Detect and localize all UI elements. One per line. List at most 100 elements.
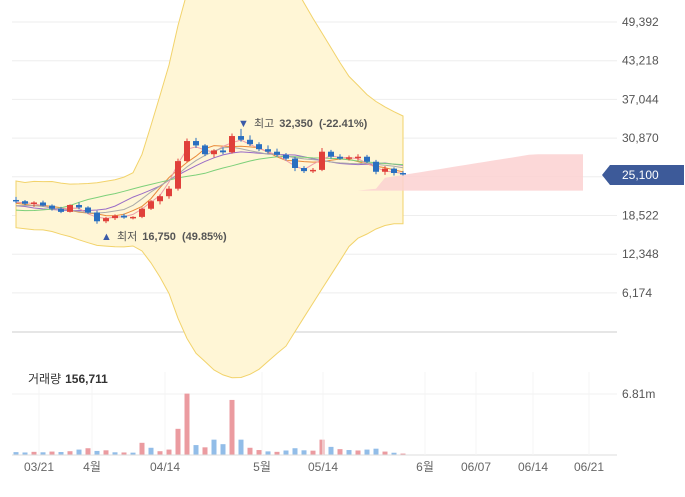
candle-body [31,202,37,204]
current-price-badge: 25,100 [602,165,684,185]
volume-bar [364,449,370,455]
volume-bar [202,447,208,455]
candle-body [211,150,217,155]
candle-body [22,201,28,204]
candle-body [337,156,343,159]
candle-body [13,199,19,202]
candle-body [184,141,190,162]
volume-bar [13,452,19,455]
volume-bar [238,439,244,455]
candle-body [355,156,361,159]
candle-body [58,208,64,212]
volume-bar [310,450,316,455]
price-tick-label: 12,348 [622,247,659,261]
high-annotation: ▼ 최고 32,350 (-22.41%) [238,117,368,130]
date-tick-label: 5월 [253,460,271,474]
candle-body [319,151,325,170]
volume-bar [391,452,397,455]
volume-bar [166,449,172,455]
candle-body [220,150,226,153]
date-tick-label: 03/21 [24,460,54,474]
volume-bar [148,447,154,455]
volume-bar [301,450,307,455]
volume-bar [193,445,199,455]
candle-body [76,204,82,208]
candle-body [238,136,244,140]
chart-overlays [15,0,583,379]
price-axis: 49,39243,21837,04430,87024,69618,52212,3… [622,15,659,300]
volume-bar [22,452,28,455]
volume-bar [373,448,379,455]
volume-bars: 6.81m [12,387,655,456]
volume-bar [175,428,181,455]
candle-body [346,157,352,159]
volume-bar [58,452,64,455]
volume-bar [274,451,280,455]
candle-body [139,208,145,217]
volume-bar [85,448,91,455]
date-tick-label: 4월 [83,460,101,474]
volume-bar [247,447,253,455]
moving-average-line [15,145,404,217]
date-tick-label: 06/07 [461,460,491,474]
candle-body [373,161,379,172]
low-annotation: ▲ 최저 16,750 (49.85%) [101,230,227,243]
candle-body [103,218,109,222]
candle-body [202,145,208,155]
volume-bar [49,451,55,455]
volume-bar [40,452,46,455]
candle-body [328,151,334,157]
candle-body [247,139,253,145]
volume-bar [256,450,262,455]
candle-body [274,151,280,155]
volume-bar [346,450,352,455]
volume-bar [103,450,109,455]
candle-body [175,161,181,189]
candle-body [40,202,46,206]
volume-title: 거래량 156,711 [28,372,108,386]
candle-body [391,168,397,174]
price-tick-label: 18,522 [622,209,659,223]
volume-tick-label: 6.81m [622,387,655,401]
bollinger-band [15,0,404,379]
volume-bar [184,393,190,455]
date-axis: 03/21 4월 04/14 5월 05/14 6월 06/07 06/14 06/21 [24,372,604,474]
candle-body [85,207,91,213]
volume-bar [328,446,334,455]
date-tick-label: 06/14 [518,460,548,474]
volume-bar [229,399,235,455]
price-tick-label: 49,392 [622,15,659,29]
volume-bar [121,452,127,455]
candle-body [256,144,262,150]
volume-bar [211,439,217,455]
volume-bar [292,448,298,455]
candle-body [166,188,172,197]
ichimoku-cloud [16,154,583,191]
volume-bar [139,442,145,455]
volume-bar [157,451,163,455]
volume-bar [220,444,226,455]
volume-bar [319,439,325,455]
volume-bar [31,451,37,455]
candle-body [49,205,55,209]
volume-bar [382,451,388,455]
date-tick-label: 06/21 [574,460,604,474]
candle-body [310,169,316,172]
volume-bar [355,450,361,455]
date-tick-label: 04/14 [150,460,180,474]
candlestick-series [13,128,406,224]
date-tick-label: 6월 [416,460,434,474]
candle-body [148,201,154,209]
date-tick-label: 05/14 [308,460,338,474]
price-tick-label: 43,218 [622,54,659,68]
volume-bar [112,452,118,455]
candle-body [265,149,271,152]
candle-body [292,158,298,168]
volume-bar [265,451,271,455]
candle-body [130,216,136,219]
volume-bar [130,452,136,455]
candle-body [67,204,73,212]
candle-body [157,196,163,202]
candle-body [283,154,289,159]
